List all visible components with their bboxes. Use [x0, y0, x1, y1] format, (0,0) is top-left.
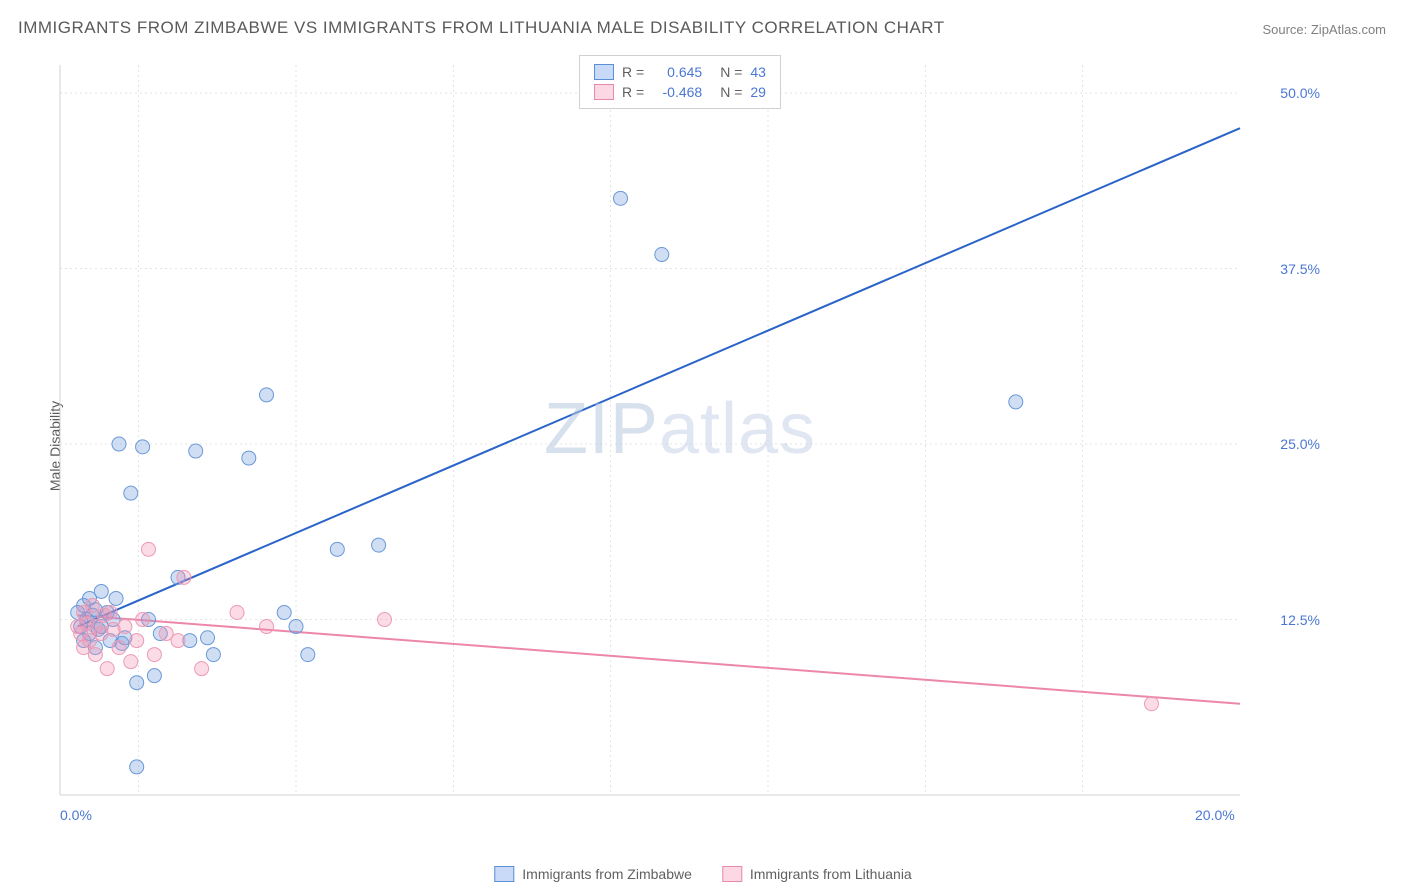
r-value-lithuania: -0.468 — [652, 84, 702, 100]
legend-row-lithuania: R = -0.468 N = 29 — [594, 82, 766, 102]
n-value-zimbabwe: 43 — [750, 64, 766, 80]
swatch-lithuania — [594, 84, 614, 100]
swatch-zimbabwe — [494, 866, 514, 882]
r-value-zimbabwe: 0.645 — [652, 64, 702, 80]
chart-title: IMMIGRANTS FROM ZIMBABWE VS IMMIGRANTS F… — [18, 18, 945, 38]
x-tick-label: 0.0% — [60, 807, 92, 823]
legend-label-lithuania: Immigrants from Lithuania — [750, 866, 912, 882]
scatter-chart — [50, 55, 1310, 835]
legend-series: Immigrants from Zimbabwe Immigrants from… — [494, 866, 911, 882]
r-label: R = — [622, 64, 644, 80]
y-tick-label: 25.0% — [1280, 436, 1320, 452]
legend-row-zimbabwe: R = 0.645 N = 43 — [594, 62, 766, 82]
n-label: N = — [720, 84, 742, 100]
y-tick-label: 50.0% — [1280, 85, 1320, 101]
legend-item-lithuania: Immigrants from Lithuania — [722, 866, 912, 882]
legend-label-zimbabwe: Immigrants from Zimbabwe — [522, 866, 692, 882]
swatch-zimbabwe — [594, 64, 614, 80]
n-label: N = — [720, 64, 742, 80]
source-attribution: Source: ZipAtlas.com — [1262, 22, 1386, 37]
r-label: R = — [622, 84, 644, 100]
y-tick-label: 12.5% — [1280, 612, 1320, 628]
swatch-lithuania — [722, 866, 742, 882]
y-tick-label: 37.5% — [1280, 261, 1320, 277]
legend-correlation-box: R = 0.645 N = 43 R = -0.468 N = 29 — [579, 55, 781, 109]
plot-area: ZIPatlas R = 0.645 N = 43 R = -0.468 N =… — [50, 55, 1310, 835]
legend-item-zimbabwe: Immigrants from Zimbabwe — [494, 866, 692, 882]
n-value-lithuania: 29 — [750, 84, 766, 100]
x-tick-label: 20.0% — [1195, 807, 1235, 823]
